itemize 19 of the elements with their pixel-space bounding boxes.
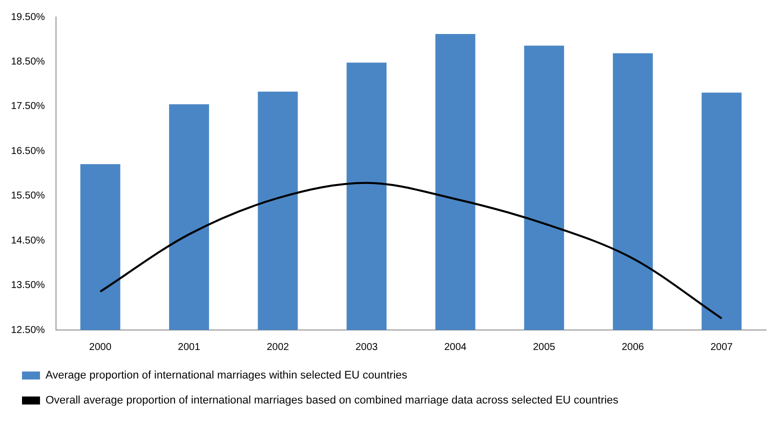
x-tick-label: 2007: [710, 342, 734, 353]
y-tick-label: 15.50%: [10, 190, 46, 202]
y-tick-label: 16.50%: [10, 146, 46, 157]
x-tick-label: 2001: [178, 342, 201, 353]
y-tick-label: 19.50%: [10, 12, 46, 23]
y-tick-label: 18.50%: [10, 56, 46, 68]
x-tick-label: 2000: [89, 342, 112, 353]
y-tick-label: 12.50%: [10, 324, 46, 336]
y-tick-label: 13.50%: [10, 280, 46, 292]
x-tick-label: 2003: [355, 342, 378, 353]
x-tick-label: 2005: [532, 342, 556, 353]
x-tick-label: 2006: [622, 342, 644, 353]
legend-label: Overall average proportion of international marriages based on combined marriage data across selected EU countries: [46, 394, 619, 407]
y-tick-label: 14.50%: [10, 235, 46, 246]
x-tick-label: 2004: [444, 342, 467, 353]
y-tick-label: 17.50%: [10, 101, 46, 112]
legend-label: Average proportion of international marriages within selected EU countries: [46, 370, 408, 382]
line-series: [99, 182, 723, 320]
x-tick-label: 2002: [266, 342, 290, 353]
